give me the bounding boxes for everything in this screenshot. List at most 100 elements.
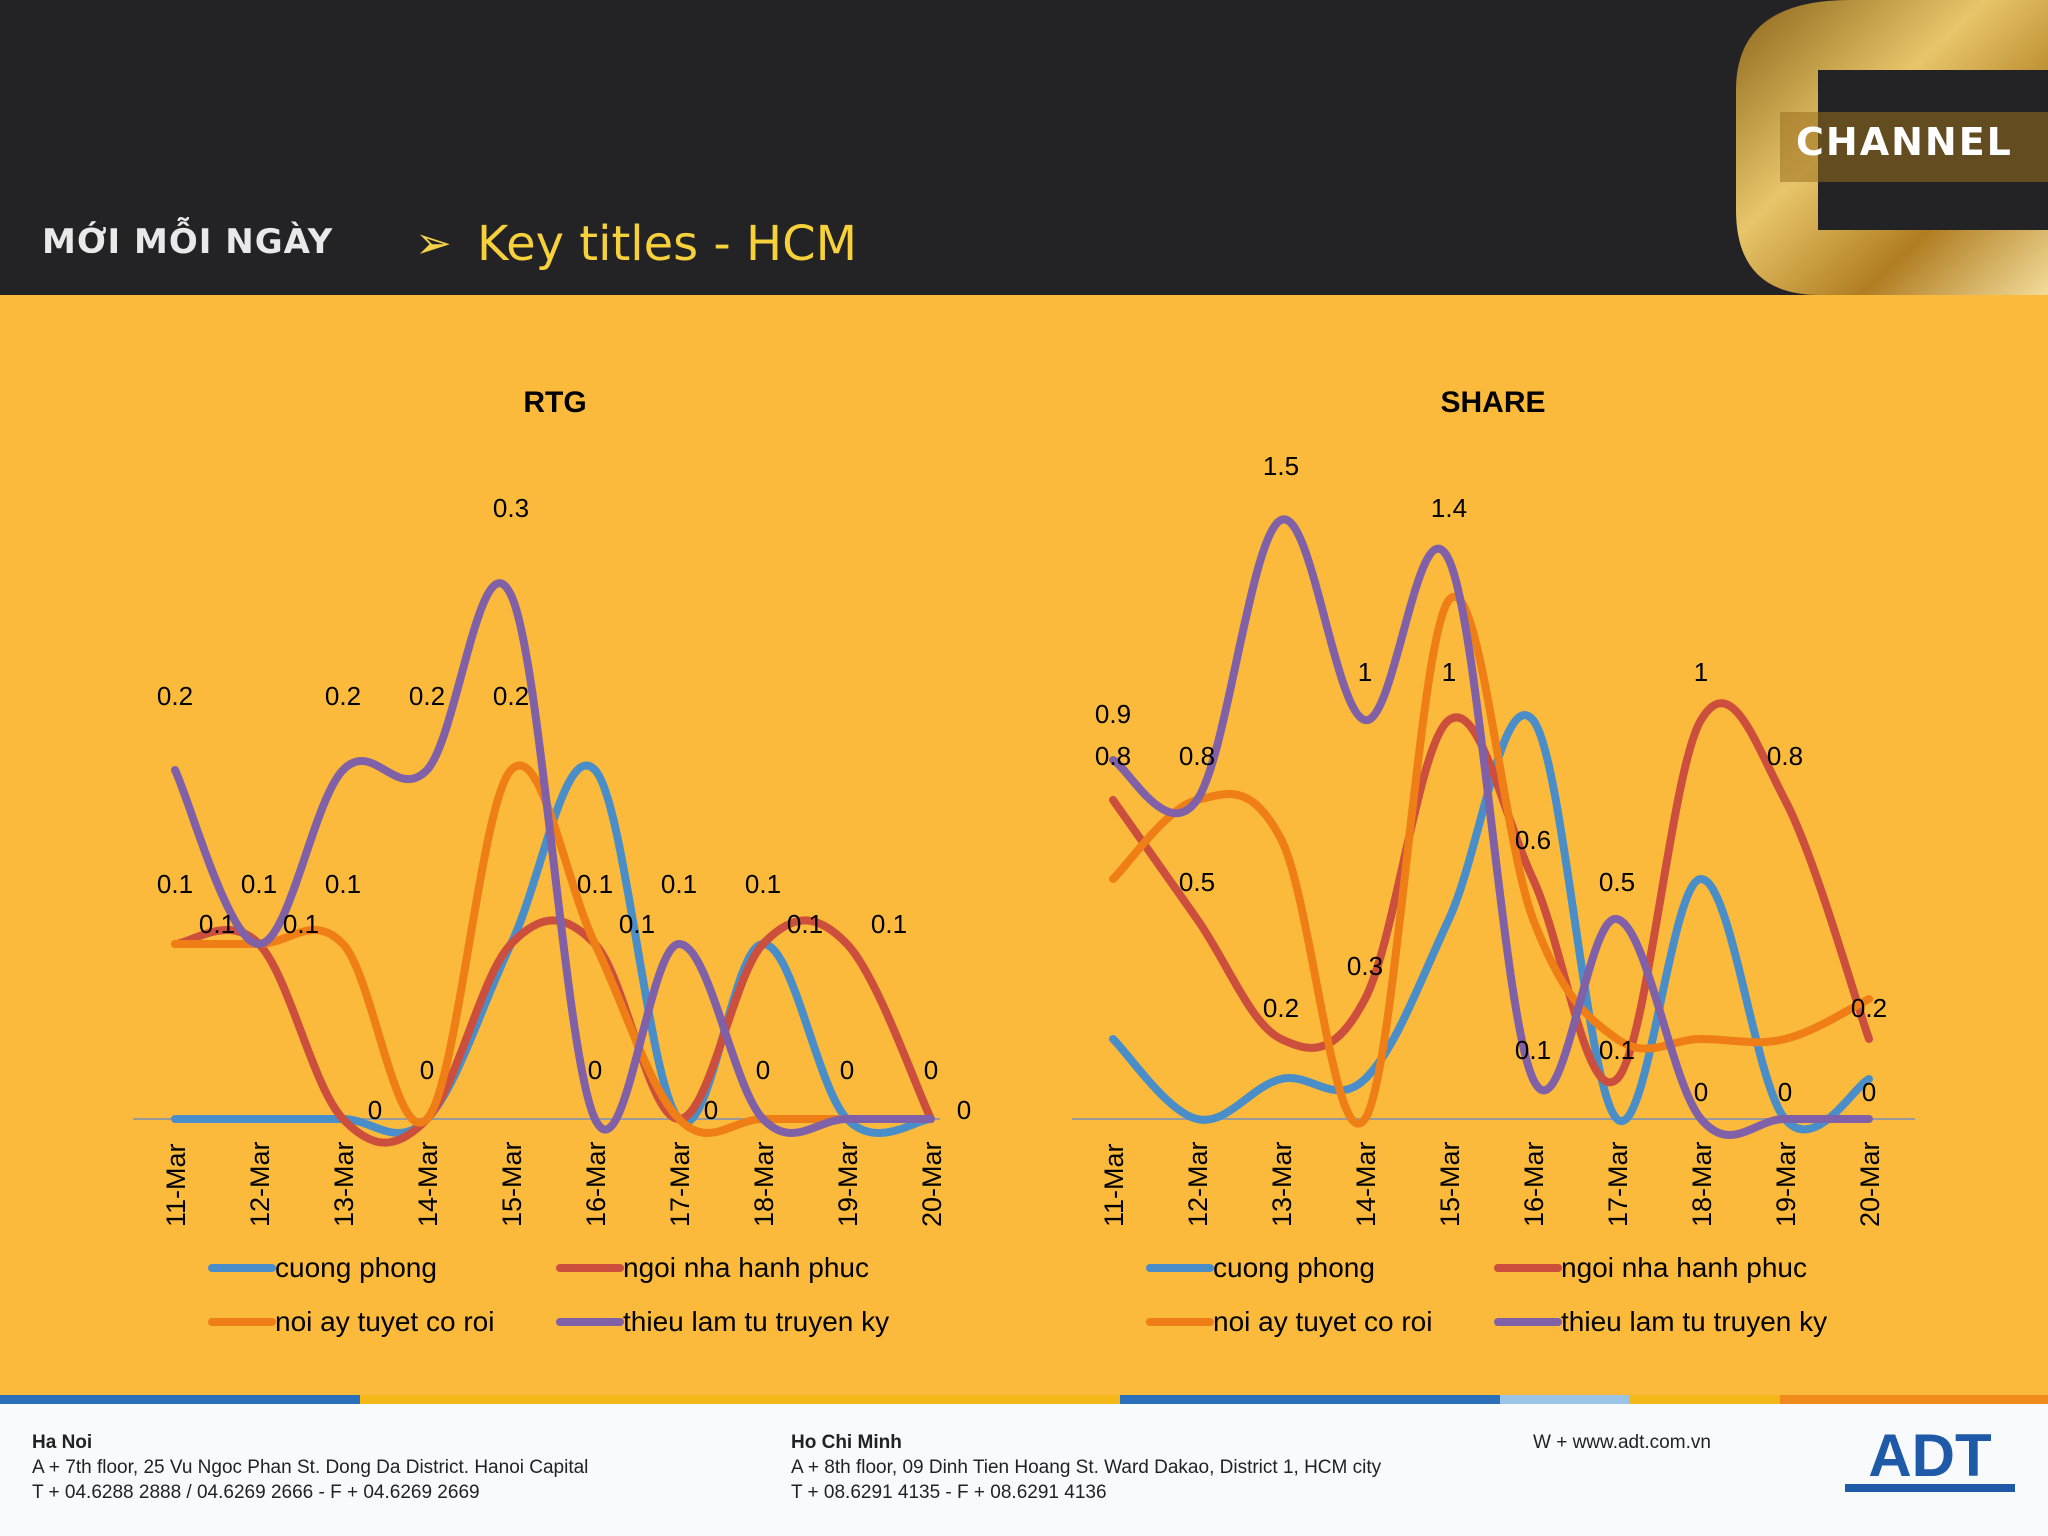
x-tick-label: 20-Mar (1855, 1141, 1885, 1227)
data-label: 1 (1358, 657, 1372, 687)
legend-label-ngoi-nha-hanh-phuc: ngoi nha hanh phuc (623, 1252, 869, 1283)
stripe-segment (1630, 1395, 1780, 1404)
x-tick-label: 16-Mar (581, 1141, 611, 1227)
data-label: 0 (1694, 1077, 1708, 1107)
x-tick-label: 13-Mar (329, 1141, 359, 1227)
x-tick-label: 14-Mar (1351, 1141, 1381, 1227)
chart-title-share: SHARE (1440, 386, 1545, 419)
legend-label-thieu-lam-tu-truyen-ky: thieu lam tu truyen ky (1561, 1306, 1827, 1337)
data-label: 0 (840, 1055, 854, 1085)
page-title: Key titles - HCM (477, 216, 857, 272)
legend-label-cuong-phong: cuong phong (275, 1252, 437, 1283)
adt-logo-underline (1845, 1484, 2015, 1492)
x-tick-label: 13-Mar (1267, 1141, 1297, 1227)
x-tick-label: 16-Mar (1519, 1141, 1549, 1227)
series-line-noi-ay-tuyet-co-roi (171, 761, 935, 1137)
data-label: 0.1 (871, 909, 907, 939)
data-label: 0.8 (1767, 741, 1803, 771)
data-label: 0.1 (241, 869, 277, 899)
series-line-cuong-phong (1109, 711, 1873, 1134)
bullet-arrow-icon: ➢ (415, 218, 452, 269)
data-label: 0.1 (283, 909, 319, 939)
data-label: 0.2 (1263, 993, 1299, 1023)
stripe-segment (1500, 1395, 1630, 1404)
data-label: 0.1 (325, 869, 361, 899)
series-line-thieu-lam-tu-truyen-ky (171, 579, 935, 1137)
stripe-segment (1780, 1395, 2048, 1404)
data-label: 0 (588, 1055, 602, 1085)
chart-title-rtg: RTG (523, 386, 586, 419)
legend-label-noi-ay-tuyet-co-roi: noi ay tuyet co roi (1213, 1306, 1432, 1337)
series-line-ngoi-nha-hanh-phuc (171, 916, 935, 1147)
data-label: 0 (957, 1095, 971, 1125)
charts-svg: RTG SHARE 11-Mar 12-Mar 13-Mar 14-Mar 15-Mar… (133, 386, 1915, 1337)
data-label: 0.2 (1851, 993, 1887, 1023)
legend-label-ngoi-nha-hanh-phuc: ngoi nha hanh phuc (1561, 1252, 1807, 1283)
data-label: 0.2 (325, 681, 361, 711)
stripe-segment (360, 1395, 1120, 1404)
series-line-ngoi-nha-hanh-phuc (1109, 699, 1873, 1087)
footer-hanoi-title: Ha Noi (32, 1432, 93, 1453)
data-label: 0.1 (157, 869, 193, 899)
x-tick-label: 19-Mar (833, 1141, 863, 1227)
data-label: 0 (1778, 1077, 1792, 1107)
footer-color-stripe (0, 1395, 2048, 1404)
series-line-noi-ay-tuyet-co-roi (1109, 592, 1873, 1128)
x-tick-label: 17-Mar (665, 1141, 695, 1227)
data-label: 0 (704, 1095, 718, 1125)
x-tick-label: 17-Mar (1603, 1141, 1633, 1227)
charts-area: RTG SHARE 11-Mar 12-Mar 13-Mar 14-Mar 15-Mar… (0, 295, 2048, 1395)
footer-hcm-phone: T + 08.6291 4135 - F + 08.6291 4136 (791, 1482, 1107, 1503)
footer-website[interactable]: W + www.adt.com.vn (1533, 1432, 1711, 1453)
data-label: 0.9 (1095, 699, 1131, 729)
data-label: 1 (1694, 657, 1708, 687)
legend-label-thieu-lam-tu-truyen-ky: thieu lam tu truyen ky (623, 1306, 889, 1337)
x-tick-label: 11-Mar (1099, 1143, 1129, 1227)
data-label: 0.1 (1599, 1035, 1635, 1065)
data-label: 0 (420, 1055, 434, 1085)
data-label: 0 (756, 1055, 770, 1085)
data-label: 1.5 (1263, 451, 1299, 481)
data-label: 0.8 (1179, 741, 1215, 771)
x-tick-label: 14-Mar (413, 1141, 443, 1227)
x-tick-label: 20-Mar (917, 1141, 947, 1227)
x-tick-label: 11-Mar (161, 1143, 191, 1227)
footer-hanoi-address: A + 7th floor, 25 Vu Ngoc Phan St. Dong … (32, 1457, 589, 1478)
data-label: 0.6 (1515, 825, 1551, 855)
data-label: 1.4 (1431, 493, 1467, 523)
x-tick-label: 15-Mar (1435, 1141, 1465, 1227)
x-tick-label: 18-Mar (1687, 1141, 1717, 1227)
legend-label-cuong-phong: cuong phong (1213, 1252, 1375, 1283)
brand-logo-text: MỚI MỖI NGÀY (42, 222, 334, 262)
data-label: 0.8 (1095, 741, 1131, 771)
data-label: 0.1 (619, 909, 655, 939)
adt-logo-text: ADT (1868, 1424, 1991, 1489)
data-label: 0.2 (409, 681, 445, 711)
header-bar: MỚI MỖI NGÀY ➢ Key titles - HCM CHANNEL (0, 0, 2048, 295)
footer-hcm: Ho Chi Minh A + 8th floor, 09 Dinh Tien … (791, 1430, 1381, 1505)
stripe-segment (0, 1395, 360, 1404)
x-tick-label: 18-Mar (749, 1141, 779, 1227)
legend-label-noi-ay-tuyet-co-roi: noi ay tuyet co roi (275, 1306, 494, 1337)
data-label: 0.2 (493, 681, 529, 711)
series-line-thieu-lam-tu-truyen-ky (1109, 515, 1873, 1139)
x-tick-label: 19-Mar (1771, 1141, 1801, 1227)
data-label: 0 (924, 1055, 938, 1085)
data-label: 0 (1862, 1077, 1876, 1107)
x-tick-label: 15-Mar (497, 1141, 527, 1227)
data-label: 0.5 (1179, 867, 1215, 897)
x-tick-label: 12-Mar (245, 1141, 275, 1227)
share-chart: 11-Mar 12-Mar 13-Mar 14-Mar 15-Mar 16-Mar 17-M… (1072, 451, 1915, 1337)
data-label: 0.1 (199, 909, 235, 939)
data-label: 0.3 (1347, 951, 1383, 981)
adt-logo: ADT (1845, 1424, 2015, 1492)
data-label: 0.1 (787, 909, 823, 939)
data-label: 0.1 (745, 869, 781, 899)
data-label: 0.2 (157, 681, 193, 711)
data-label: 0.1 (577, 869, 613, 899)
footer-hanoi-phone: T + 04.6288 2888 / 04.6269 2666 - F + 04… (32, 1482, 480, 1503)
data-label: 0.1 (661, 869, 697, 899)
data-label: 0.5 (1599, 867, 1635, 897)
data-label: 0.1 (1515, 1035, 1551, 1065)
footer-hcm-title: Ho Chi Minh (791, 1432, 902, 1453)
